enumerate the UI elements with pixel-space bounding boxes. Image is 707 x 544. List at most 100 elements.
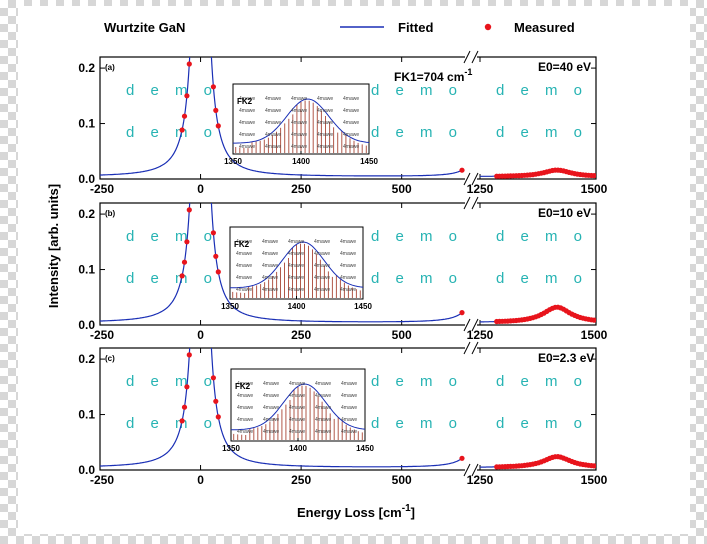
inset-watermark-text: 4mawe — [289, 429, 305, 435]
inset-label: FK2 — [235, 382, 251, 391]
energy-label: E0=40 eV — [538, 60, 591, 74]
axis-break-mark — [471, 50, 479, 64]
axis-break-gap — [465, 320, 477, 330]
watermark-text: d e m o — [496, 82, 588, 99]
measured-point — [184, 239, 190, 245]
inset-fitted-curve — [230, 241, 364, 289]
x-tick-label: 1500 — [581, 328, 608, 342]
panel-label: (c) — [105, 354, 115, 363]
inset-watermark-text: 4mawe — [237, 381, 253, 387]
measured-point — [213, 107, 219, 113]
inset-watermark-text: 4mawe — [265, 132, 281, 138]
inset-watermark-text: 4mawe — [263, 405, 279, 411]
measured-point — [213, 398, 219, 404]
watermark-text: d e m o — [126, 270, 218, 287]
chart-canvas: Wurtzite GaN Fitted Measured Intensity [… — [46, 20, 608, 520]
y-tick-label: 0.1 — [78, 263, 95, 277]
fitted-curve-segment — [100, 348, 463, 468]
watermark-text: d e m o — [126, 415, 218, 432]
inset-x-tick-label: 1400 — [292, 157, 310, 166]
inset-watermark-text: 4mawe — [315, 417, 331, 423]
inset-x-tick-label: 1400 — [289, 444, 307, 453]
inset-watermark-text: 4mawe — [236, 275, 252, 281]
x-axis-label: Energy Loss [cm-1] — [297, 503, 415, 520]
inset-watermark-text: 4mawe — [314, 287, 330, 293]
watermark-text: d e m o — [126, 373, 218, 390]
watermark-text: d e m o — [371, 373, 463, 390]
inset-x-tick-label: 1450 — [356, 444, 374, 453]
x-tick-label: 500 — [392, 328, 412, 342]
panels: 0.0 0.1 0.2 -250 0 250 500 1250 1500 d e m o d e m… — [78, 50, 608, 487]
measured-point — [210, 84, 216, 90]
measured-point — [459, 455, 465, 461]
inset-x-tick-label: 1350 — [222, 444, 240, 453]
inset-watermark-text: 4mawe — [239, 132, 255, 138]
y-tick-label: 0.0 — [78, 172, 95, 186]
x-tick-label: 1250 — [467, 328, 494, 342]
inset-watermark-text: 4mawe — [236, 239, 252, 245]
panel-2: 0.0 0.1 0.2 -250 0 250 500 1250 1500 d e m o d e m… — [78, 196, 608, 342]
chart-title: Wurtzite GaN — [104, 20, 185, 35]
measured-point — [591, 463, 596, 469]
watermark-text: d e m o — [126, 82, 218, 99]
x-axis-label-text: Energy Loss [cm — [297, 505, 402, 520]
y-tick-label: 0.1 — [78, 408, 95, 422]
measured-point — [215, 414, 221, 420]
curves — [100, 348, 596, 470]
x-tick-label: 1250 — [467, 182, 494, 196]
inset-watermark-text: 4mawe — [239, 96, 255, 102]
panel-frame — [99, 202, 597, 326]
inset-watermark-text: 4mawe — [341, 405, 357, 411]
axis-break-gap — [465, 343, 477, 353]
inset-watermark-text: 4mawe — [314, 263, 330, 269]
inset-watermark-text: 4mawe — [265, 144, 281, 150]
x-tick-label: 250 — [291, 328, 311, 342]
energy-label: E0=2.3 eV — [538, 351, 594, 365]
axis-break-mark — [471, 341, 479, 355]
inset-watermark-text: 4mawe — [315, 429, 331, 435]
measured-point — [591, 317, 596, 323]
inset-watermark-text: 4mawe — [236, 251, 252, 257]
inset-fitted-curve — [233, 98, 370, 144]
x-tick-label: 250 — [291, 182, 311, 196]
measured-point — [179, 127, 185, 133]
panel-frame — [99, 56, 597, 180]
inset-watermark-text: 4mawe — [340, 287, 356, 293]
axis-break-mark — [463, 172, 471, 186]
inset: 4mawe 4mawe 4mawe 4mawe 4mawe 4mawe 4mawe 4mawe… — [224, 83, 378, 166]
x-tick-label: -250 — [90, 473, 114, 487]
watermark-text: d e m o — [496, 415, 588, 432]
inset-watermark-text: 4mawe — [288, 263, 304, 269]
inset-watermark-text: 4mawe — [317, 144, 333, 150]
inset-x-tick-label: 1450 — [354, 302, 372, 311]
x-tick-label: -250 — [90, 182, 114, 196]
y-tick-label: 0.2 — [78, 352, 95, 366]
watermark-text: d e m o — [496, 373, 588, 390]
inset-watermark-text: 4mawe — [288, 251, 304, 257]
x-tick-label: 1500 — [581, 473, 608, 487]
legend-measured-label: Measured — [514, 20, 575, 35]
measured-point — [210, 230, 216, 236]
inset-watermark-text: 4mawe — [288, 239, 304, 245]
measured-point — [181, 113, 188, 119]
inset-watermark-text: 4mawe — [289, 417, 305, 423]
inset-watermark-text: 4mawe — [314, 275, 330, 281]
inset-watermark-text: 4mawe — [263, 417, 279, 423]
watermark-text: d e m o — [126, 228, 218, 245]
peak-label: FK1=704 cm-1 — [394, 67, 472, 84]
inset-watermark-text: 4mawe — [265, 96, 281, 102]
inset-watermark-text: 4mawe — [239, 144, 255, 150]
axis-break-mark — [463, 50, 471, 64]
inset-watermark-text: 4mawe — [265, 108, 281, 114]
measured-point — [213, 253, 219, 259]
inset-fitted-curve — [231, 383, 366, 431]
y-tick-label: 0.2 — [78, 207, 95, 221]
inset-x-tick-label: 1400 — [288, 302, 306, 311]
inset-watermark-text: 4mawe — [341, 429, 357, 435]
watermark-text: d e m o — [371, 415, 463, 432]
measured-point — [186, 207, 192, 213]
measured-point — [591, 173, 596, 179]
x-tick-label: 500 — [392, 182, 412, 196]
axis-break-mark — [463, 196, 471, 210]
x-tick-label: 1250 — [467, 473, 494, 487]
